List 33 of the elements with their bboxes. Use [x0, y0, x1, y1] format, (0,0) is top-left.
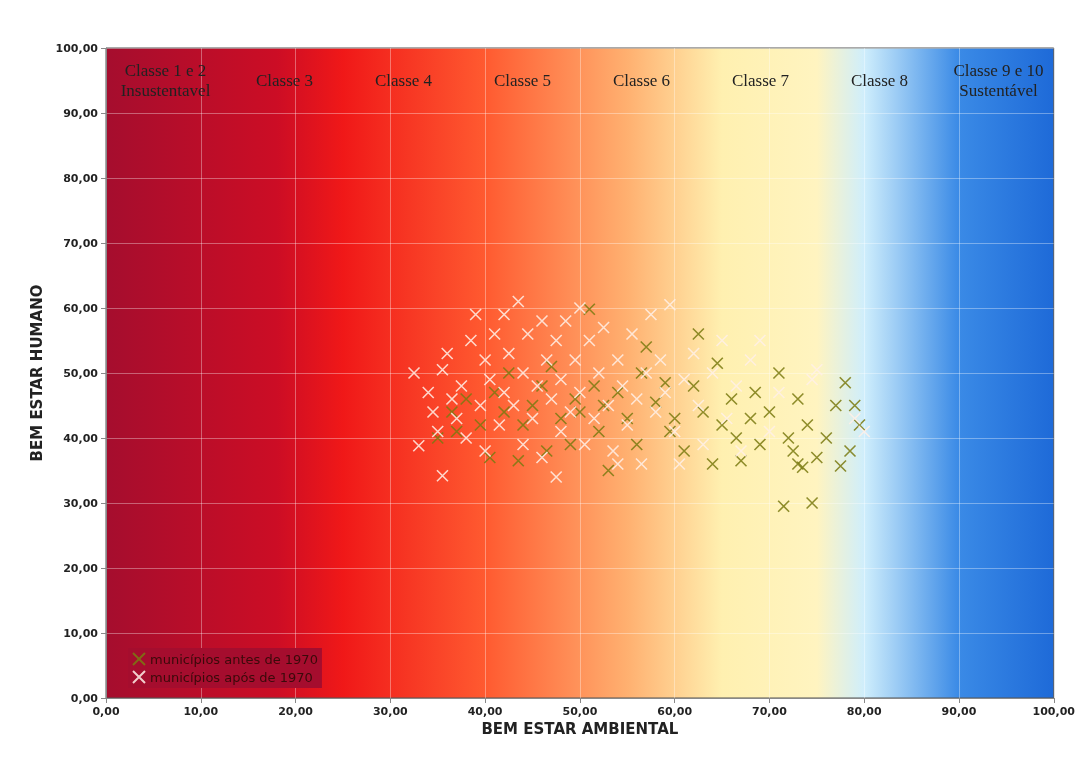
y-tick-label: 70,00 [63, 236, 99, 250]
annotation: Classe 3 [255, 70, 314, 90]
y-tick-label: 60,00 [63, 301, 99, 315]
annotation: Classe 9 e 10 Sustentável [953, 60, 1044, 100]
y-axis-title: BEM ESTAR HUMANO [27, 284, 46, 462]
y-tick-label: 100,00 [55, 41, 99, 55]
legend-label: municípios antes de 1970 [150, 651, 318, 667]
x-tick-label: 100,00 [1032, 705, 1076, 718]
annotation: Classe 7 [731, 70, 790, 90]
y-tick-label: 30,00 [63, 496, 99, 510]
y-tick-label: 90,00 [63, 106, 99, 120]
y-tick-label: 0,00 [70, 691, 99, 705]
y-tick-label: 40,00 [63, 431, 99, 445]
x-tick-label: 40,00 [467, 705, 503, 718]
x-tick-label: 60,00 [657, 705, 693, 718]
x-tick-label: 10,00 [183, 705, 219, 718]
annotation: Classe 6 [612, 70, 671, 90]
x-tick-label: 30,00 [372, 705, 409, 718]
annotation: Classe 5 [493, 70, 552, 90]
legend-label: municípios após de 1970 [150, 669, 313, 685]
x-axis-title: BEM ESTAR AMBIENTAL [481, 720, 679, 739]
x-tick-label: 0,00 [92, 705, 120, 718]
x-tick-label: 80,00 [846, 705, 882, 718]
x-tick-label: 90,00 [941, 705, 977, 718]
x-tick-label: 70,00 [752, 705, 788, 718]
annotation: Classe 8 [850, 70, 909, 90]
annotation: Classe 4 [374, 70, 433, 90]
y-tick-label: 80,00 [63, 171, 99, 185]
y-tick-label: 20,00 [63, 561, 99, 575]
x-tick-label: 20,00 [278, 705, 314, 718]
y-tick-label: 50,00 [63, 366, 99, 380]
y-tick-label: 10,00 [63, 626, 99, 640]
x-tick-label: 50,00 [562, 705, 598, 718]
